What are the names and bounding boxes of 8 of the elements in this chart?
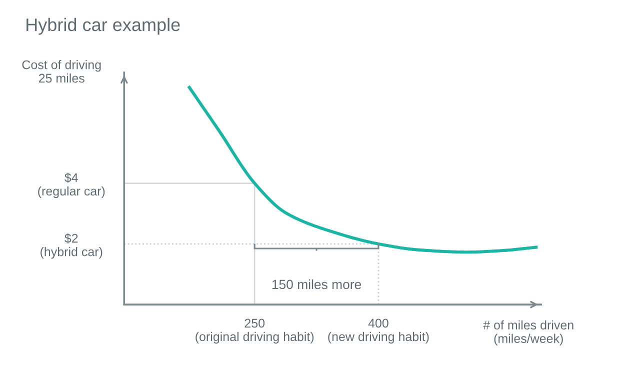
- x-tick-label: 400 (new driving habit): [328, 318, 429, 344]
- x-tick-label: 250 (original driving habit): [196, 318, 314, 344]
- y-tick-label: $2 (hybrid car): [40, 233, 102, 259]
- x-axis-title: # of miles driven (miles/week): [483, 320, 574, 346]
- y-axis-title: Cost of driving 25 miles: [22, 60, 101, 83]
- y-tick-label: $4 (regular car): [38, 172, 105, 198]
- chart-title: Hybrid car example: [26, 18, 180, 35]
- annotation: 150 miles more: [272, 279, 362, 290]
